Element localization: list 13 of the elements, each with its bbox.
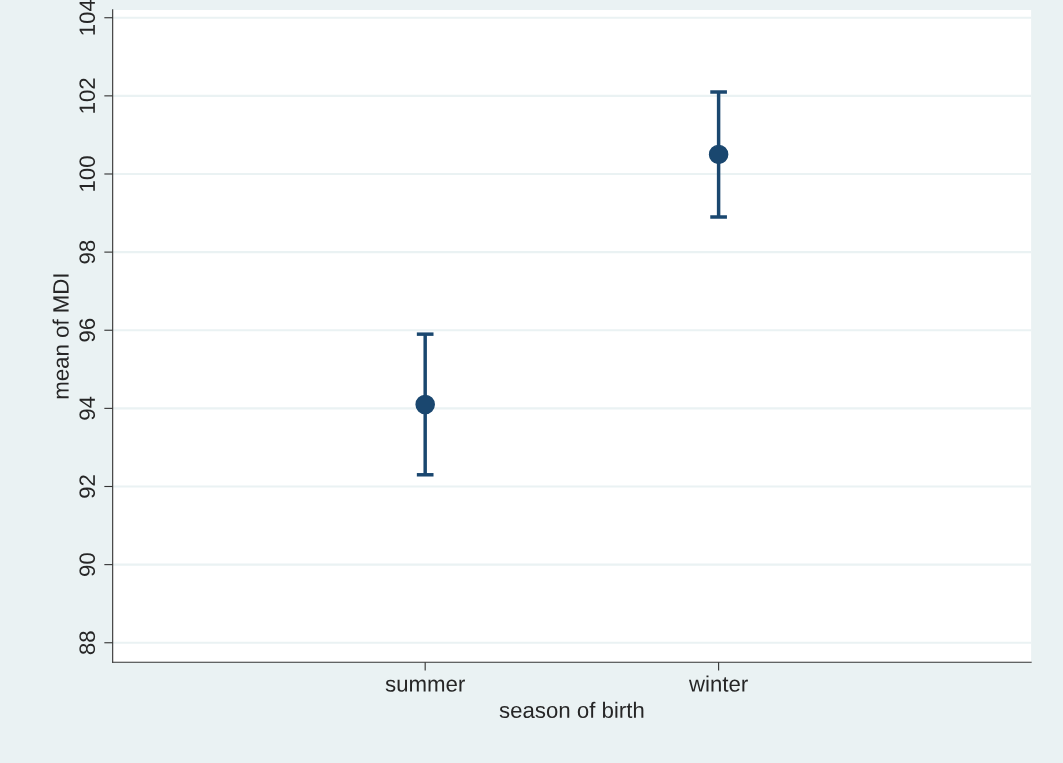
y-tick-label: 94 (79, 396, 96, 420)
y-tick-label: 102 (79, 78, 96, 113)
y-tick-label: 92 (79, 475, 96, 498)
y-tick-label: 98 (79, 240, 96, 264)
x-tick-label: winter (688, 675, 748, 692)
y-tick-label: 104 (79, 0, 96, 35)
y-tick-label: 88 (79, 631, 96, 655)
y-axis-title: mean of MDI (52, 274, 69, 399)
y-tick-label: 90 (79, 553, 96, 576)
y-tick-label: 96 (79, 318, 96, 342)
x-axis-title: season of birth (499, 701, 644, 719)
y-tick-label: 100 (79, 156, 96, 191)
x-tick-label: summer (385, 679, 465, 692)
